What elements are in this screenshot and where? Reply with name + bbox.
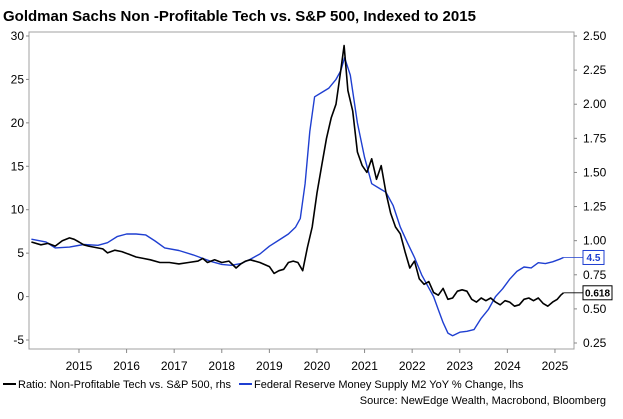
series-line-ratio (31, 44, 565, 307)
left-tick-label: 10 (11, 203, 25, 217)
plot-frame (28, 31, 575, 350)
left-tick-label: 25 (11, 72, 25, 86)
legend-label-m2: Federal Reserve Money Supply M2 YoY % Ch… (254, 379, 524, 391)
right-tick-label: 0.25 (583, 336, 607, 350)
x-axis: 2015 2016 2017 2018 2019 2020 2021 2022 2023 2024… (66, 349, 569, 373)
x-tick-label: 2022 (399, 359, 426, 373)
x-tick-label: 2015 (66, 359, 93, 373)
right-tick-label: 2.00 (583, 97, 607, 111)
x-tick-label: 2017 (161, 359, 188, 373)
left-tick-label: 15 (11, 159, 25, 173)
left-tick-label: 0 (17, 290, 24, 304)
left-tick-label: 20 (11, 116, 25, 130)
end-value-callouts: 0.618 4.5 (563, 249, 613, 301)
source-note: Source: NewEdge Wealth, Macrobond, Bloom… (360, 395, 606, 407)
right-tick-label: 1.25 (583, 200, 607, 214)
right-tick-label: 2.50 (583, 29, 607, 43)
right-tick-label: 1.50 (583, 165, 607, 179)
x-tick-label: 2024 (494, 359, 521, 373)
right-tick-label: 2.25 (583, 63, 607, 77)
x-tick-label: 2016 (113, 359, 140, 373)
callout-value-m2: 4.5 (587, 253, 601, 264)
callout-value-ratio: 0.618 (585, 288, 610, 299)
chart-title: Goldman Sachs Non -Profitable Tech vs. S… (3, 8, 476, 25)
right-tick-label: 0.50 (583, 302, 607, 316)
callout-box-ratio (582, 285, 613, 301)
legend: Ratio: Non-Profitable Tech vs. S&P 500, … (3, 379, 524, 391)
left-axis: 30 25 20 15 10 5 0 -5 (11, 29, 29, 347)
left-tick-label: 5 (17, 246, 24, 260)
series-layer (31, 44, 565, 337)
series-line-m2 (31, 57, 564, 337)
right-tick-label: 0.75 (583, 268, 607, 282)
right-axis: 2.50 2.25 2.00 1.75 1.50 1.25 1.00 0.75 0.50 0.25 (574, 29, 607, 350)
x-tick-label: 2025 (542, 359, 569, 373)
legend-label-ratio: Ratio: Non-Profitable Tech vs. S&P 500, … (18, 379, 231, 391)
x-tick-label: 2020 (304, 359, 331, 373)
left-tick-label: 30 (11, 29, 25, 43)
x-tick-label: 2021 (351, 359, 378, 373)
callout-box-m2 (582, 249, 605, 265)
x-tick-label: 2023 (446, 359, 473, 373)
x-tick-label: 2019 (256, 359, 283, 373)
left-tick-label: -5 (13, 333, 24, 347)
x-tick-label: 2018 (208, 359, 235, 373)
right-tick-label: 1.75 (583, 131, 607, 145)
right-tick-label: 1.00 (583, 234, 607, 248)
